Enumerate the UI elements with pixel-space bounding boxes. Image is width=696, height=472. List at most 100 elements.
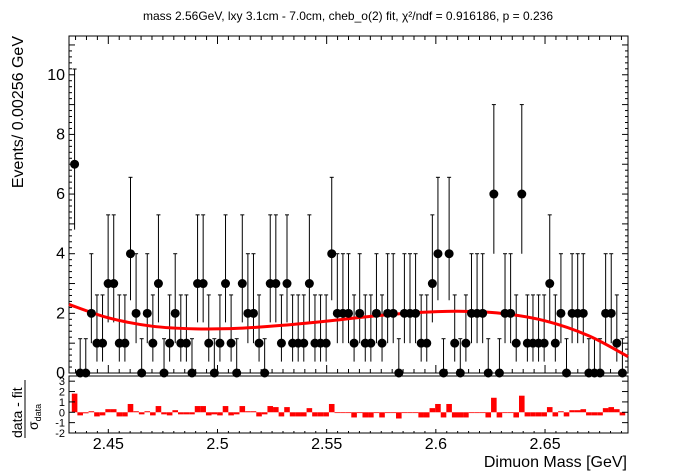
x-tick-label: 2.45 bbox=[93, 436, 124, 453]
residual-label-numerator: data - fit bbox=[9, 387, 25, 438]
residual-bar bbox=[77, 412, 83, 416]
residual-bar bbox=[178, 412, 184, 415]
residual-bar bbox=[552, 412, 559, 417]
residual-bar bbox=[546, 407, 553, 413]
x-tick-label: 2.6 bbox=[425, 436, 447, 453]
data-point bbox=[271, 279, 281, 289]
residual-bar bbox=[334, 412, 341, 414]
data-point bbox=[109, 279, 119, 289]
residual-bar bbox=[373, 412, 380, 414]
residual-bar bbox=[94, 412, 100, 417]
y-tick-label: 4 bbox=[56, 246, 65, 263]
residual-bar bbox=[524, 412, 531, 417]
data-point bbox=[578, 308, 588, 318]
residual-y-tick-label: 2 bbox=[59, 387, 65, 399]
residual-bar bbox=[267, 406, 274, 413]
residual-bar bbox=[278, 412, 285, 417]
data-point bbox=[612, 338, 622, 348]
residual-bar bbox=[217, 412, 223, 416]
data-point bbox=[550, 338, 560, 348]
y-tick-label: 2 bbox=[56, 305, 65, 322]
residual-bar bbox=[256, 412, 262, 417]
residual-bar bbox=[245, 411, 251, 413]
residual-bar bbox=[429, 408, 436, 413]
residual-bar bbox=[166, 412, 173, 416]
data-point bbox=[355, 308, 365, 318]
data-point bbox=[483, 368, 493, 378]
residual-bar bbox=[479, 412, 486, 414]
data-point bbox=[232, 368, 242, 378]
residual-bar bbox=[407, 412, 413, 414]
residual-bar bbox=[144, 411, 151, 413]
residual-bar bbox=[390, 412, 397, 414]
residual-bar bbox=[306, 408, 313, 413]
residual-bar bbox=[211, 412, 218, 415]
residual-bar bbox=[580, 409, 587, 413]
residual-bar bbox=[384, 412, 391, 414]
residual-bar bbox=[597, 412, 603, 416]
data-point bbox=[221, 279, 231, 289]
data-point bbox=[433, 249, 443, 259]
x-tick-label: 2.5 bbox=[206, 436, 228, 453]
data-point bbox=[153, 279, 163, 289]
residual-bar bbox=[228, 412, 234, 416]
data-error-bars bbox=[72, 68, 625, 374]
main-y-axis: 0 2 4 6 8 10 bbox=[47, 44, 628, 382]
data-point bbox=[450, 338, 460, 348]
data-point bbox=[198, 279, 208, 289]
residual-bar bbox=[205, 412, 212, 416]
data-point bbox=[366, 338, 376, 348]
residual-bar bbox=[194, 406, 201, 413]
y-tick-label: 0 bbox=[56, 365, 65, 382]
residual-bar bbox=[261, 412, 268, 415]
data-point bbox=[388, 308, 398, 318]
y-tick-label: 6 bbox=[56, 186, 65, 203]
residual-y-tick-label: -1 bbox=[55, 418, 65, 430]
residual-bar bbox=[457, 412, 464, 418]
residual-bar bbox=[513, 412, 519, 418]
data-point bbox=[517, 189, 527, 199]
data-point bbox=[617, 368, 627, 378]
residual-bar bbox=[340, 412, 346, 414]
data-point bbox=[494, 368, 504, 378]
residual-bar bbox=[602, 408, 609, 413]
data-point bbox=[226, 338, 236, 348]
data-point bbox=[461, 338, 471, 348]
data-point bbox=[545, 279, 555, 289]
residual-bar bbox=[507, 412, 514, 414]
residual-bar bbox=[312, 412, 318, 417]
data-point bbox=[98, 338, 108, 348]
data-point bbox=[276, 338, 286, 348]
residual-bar bbox=[155, 406, 162, 413]
x-tick-label: 2.55 bbox=[311, 436, 342, 453]
data-point bbox=[304, 279, 314, 289]
residual-y-axis-label: data - fit σdata bbox=[9, 380, 43, 438]
residual-y-tick-label: 1 bbox=[59, 397, 65, 409]
data-point bbox=[327, 249, 337, 259]
data-point bbox=[86, 308, 96, 318]
residual-bar bbox=[88, 411, 95, 413]
residual-bar bbox=[418, 412, 424, 418]
data-point bbox=[131, 308, 141, 318]
residual-bar bbox=[110, 409, 117, 413]
y-tick-label: 8 bbox=[56, 126, 65, 143]
residual-bar bbox=[569, 410, 575, 413]
residual-bar bbox=[485, 412, 492, 418]
residual-bar bbox=[183, 412, 190, 415]
residual-bar bbox=[401, 412, 408, 414]
data-point bbox=[282, 279, 292, 289]
residual-bar bbox=[440, 412, 447, 418]
data-points bbox=[70, 159, 627, 378]
residual-bar bbox=[99, 412, 106, 416]
residual-bar bbox=[133, 411, 139, 413]
data-point bbox=[148, 338, 158, 348]
y-axis-label: Events/ 0.00256 GeV bbox=[10, 36, 27, 188]
residual-bar bbox=[563, 412, 570, 417]
residual-bar bbox=[619, 412, 626, 416]
data-point bbox=[254, 338, 264, 348]
residual-bar bbox=[491, 397, 497, 413]
residual-bars bbox=[71, 393, 626, 419]
